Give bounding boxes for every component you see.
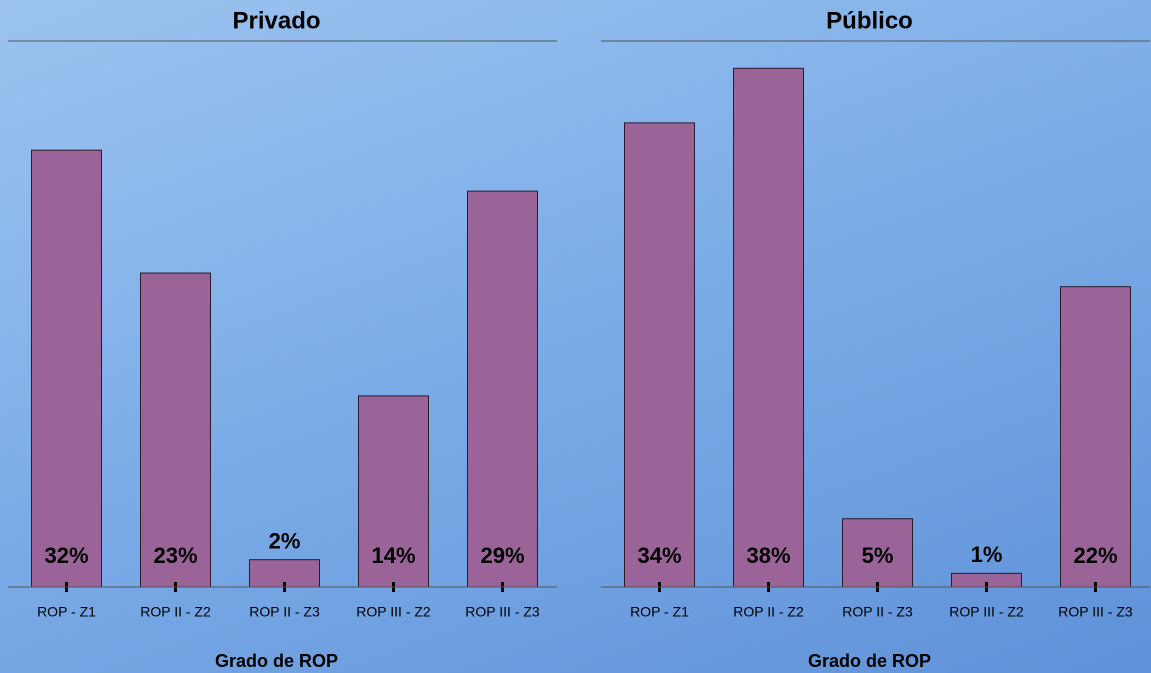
x-tick-label: ROP - Z1	[37, 604, 96, 620]
x-tick-label: ROP III - Z3	[1058, 604, 1133, 620]
chart-title: Público	[826, 7, 913, 34]
bar	[733, 67, 804, 588]
x-tick-label: ROP II - Z2	[733, 604, 804, 620]
x-axis-title: Grado de ROP	[215, 651, 338, 671]
x-axis-title: Grado de ROP	[808, 651, 931, 671]
bar	[140, 272, 211, 588]
value-label: 2%	[269, 529, 301, 554]
x-tick-label: ROP III - Z2	[949, 604, 1024, 620]
value-label: 23%	[153, 543, 197, 568]
value-label: 22%	[1073, 543, 1117, 568]
value-label: 38%	[746, 543, 790, 568]
x-tick-label: ROP II - Z3	[842, 604, 913, 620]
x-tick-label: ROP - Z1	[630, 604, 689, 620]
chart-title: Privado	[232, 7, 320, 34]
value-label: 5%	[862, 543, 894, 568]
value-label: 32%	[44, 543, 88, 568]
value-label: 34%	[637, 543, 681, 568]
x-tick-label: ROP III - Z3	[465, 604, 540, 620]
bar	[31, 149, 102, 588]
value-label: 29%	[480, 543, 524, 568]
x-tick-label: ROP III - Z2	[356, 604, 431, 620]
x-tick-label: ROP II - Z3	[249, 604, 320, 620]
bar	[467, 190, 538, 588]
value-label: 14%	[371, 543, 415, 568]
bar	[1060, 286, 1131, 588]
x-tick-label: ROP II - Z2	[140, 604, 211, 620]
bar	[624, 122, 695, 588]
value-label: 1%	[971, 542, 1003, 567]
